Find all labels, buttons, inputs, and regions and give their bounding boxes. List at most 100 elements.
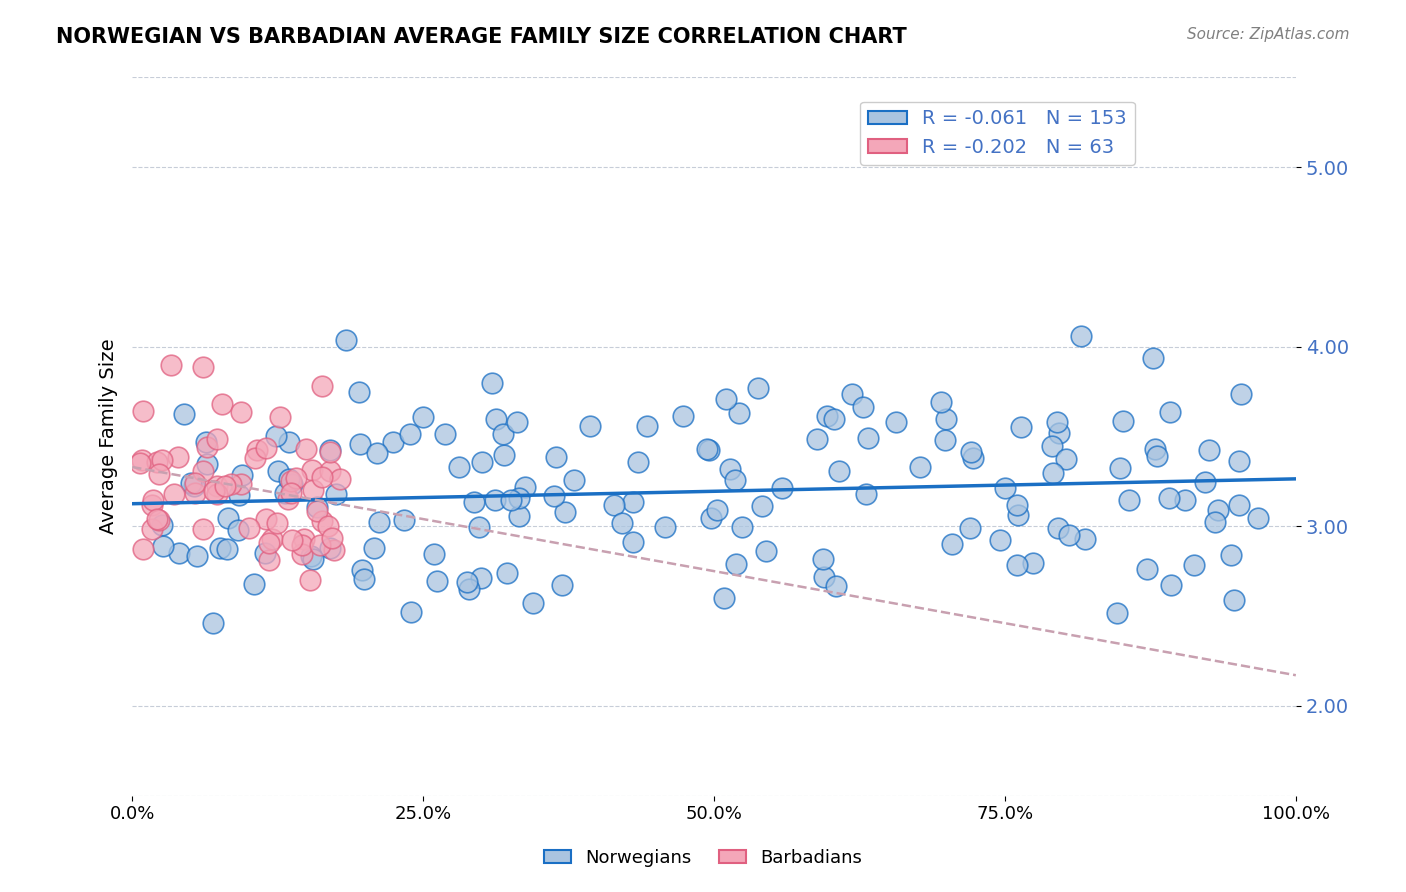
Point (173, 407, 195, 421)
Point (191, 464, 214, 478)
Point (621, 535, 644, 549)
Point (1047, 521, 1070, 535)
Point (309, 538, 332, 552)
Point (1182, 558, 1205, 573)
Point (485, 412, 508, 426)
Point (492, 427, 515, 442)
Point (305, 504, 328, 518)
Point (253, 546, 276, 560)
Point (1007, 508, 1029, 522)
Point (994, 481, 1017, 495)
Point (184, 486, 207, 500)
Point (347, 384, 370, 399)
Point (291, 547, 314, 561)
Point (423, 547, 446, 561)
Legend: R = -0.061   N = 153, R = -0.202   N = 63: R = -0.061 N = 153, R = -0.202 N = 63 (860, 102, 1135, 165)
Point (295, 442, 318, 457)
Point (1247, 511, 1270, 525)
Point (481, 376, 503, 391)
Point (307, 500, 329, 514)
Point (257, 553, 280, 567)
Point (280, 486, 302, 500)
Point (229, 404, 252, 418)
Point (399, 427, 422, 442)
Point (214, 479, 236, 493)
Point (1219, 549, 1241, 563)
Point (325, 487, 347, 501)
Point (363, 541, 385, 555)
Point (238, 521, 260, 535)
Point (724, 473, 747, 487)
Point (311, 470, 333, 484)
Point (316, 519, 339, 533)
Point (492, 448, 515, 462)
Point (456, 575, 478, 590)
Point (747, 381, 769, 395)
Point (543, 489, 565, 503)
Point (718, 461, 741, 475)
Point (349, 437, 371, 451)
Point (186, 549, 208, 563)
Point (211, 397, 233, 411)
Point (1135, 562, 1157, 576)
Text: NORWEGIAN VS BARBADIAN AVERAGE FAMILY SIZE CORRELATION CHART: NORWEGIAN VS BARBADIAN AVERAGE FAMILY SI… (56, 27, 907, 46)
Point (167, 545, 190, 559)
Point (319, 541, 342, 555)
Point (815, 409, 838, 424)
Point (291, 538, 314, 552)
Point (145, 512, 167, 526)
Point (202, 615, 225, 630)
Point (706, 503, 728, 517)
Point (929, 395, 952, 409)
Point (152, 539, 174, 553)
Point (302, 483, 325, 497)
Point (508, 509, 530, 524)
Point (697, 443, 720, 458)
Point (367, 515, 389, 529)
Point (148, 513, 170, 527)
Point (277, 491, 299, 506)
Point (392, 513, 415, 527)
Legend: Norwegians, Barbadians: Norwegians, Barbadians (537, 842, 869, 874)
Point (197, 440, 219, 454)
Point (350, 563, 373, 577)
Point (603, 498, 626, 512)
Point (499, 493, 522, 508)
Point (243, 577, 266, 591)
Point (262, 532, 284, 546)
Point (551, 578, 574, 592)
Y-axis label: Average Family Size: Average Family Size (100, 339, 118, 534)
Point (908, 460, 931, 475)
Point (672, 409, 695, 424)
Point (962, 451, 984, 466)
Point (522, 596, 544, 610)
Point (636, 419, 658, 434)
Point (855, 487, 877, 501)
Point (191, 522, 214, 536)
Point (1227, 454, 1250, 468)
Point (228, 488, 250, 502)
Point (322, 543, 344, 558)
Point (1194, 475, 1216, 490)
Point (828, 464, 851, 478)
Point (1227, 498, 1250, 512)
Point (1142, 351, 1164, 366)
Point (988, 533, 1011, 548)
Point (299, 549, 322, 564)
Point (131, 452, 153, 467)
Point (463, 495, 485, 509)
Point (302, 552, 325, 566)
Point (141, 498, 163, 512)
Point (959, 444, 981, 458)
Point (207, 432, 229, 446)
Point (301, 463, 323, 477)
Point (321, 531, 343, 545)
Point (366, 446, 388, 460)
Point (1042, 466, 1064, 480)
Point (150, 452, 173, 467)
Point (806, 432, 828, 446)
Point (714, 392, 737, 406)
Point (1159, 491, 1181, 506)
Point (610, 516, 633, 531)
Point (1054, 451, 1077, 466)
